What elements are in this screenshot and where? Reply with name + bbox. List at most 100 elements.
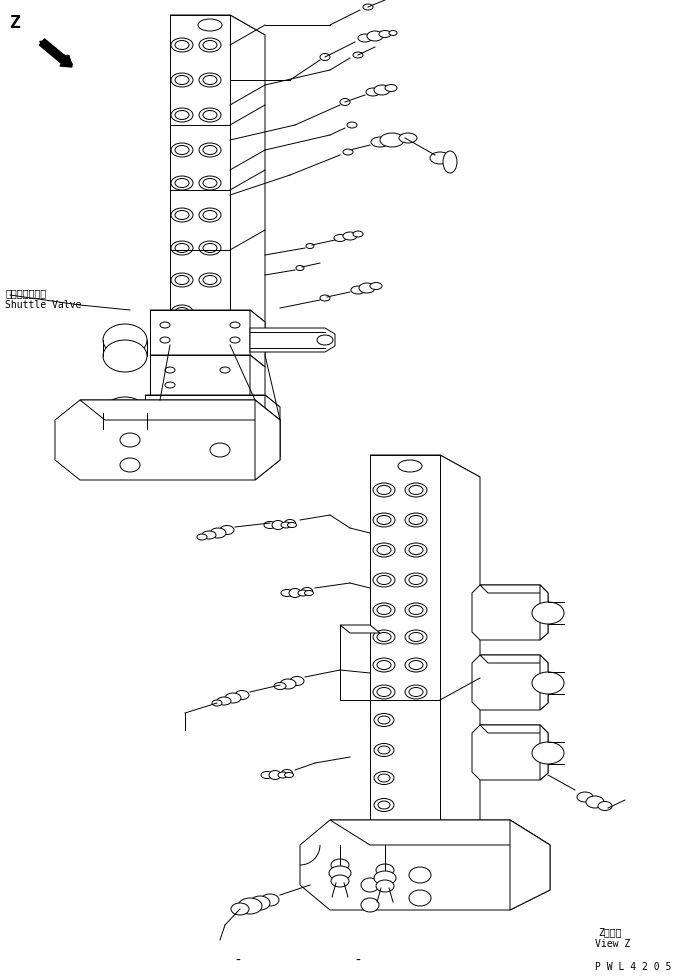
- Polygon shape: [340, 625, 380, 633]
- Ellipse shape: [298, 590, 308, 596]
- Polygon shape: [480, 655, 548, 663]
- Ellipse shape: [171, 143, 193, 157]
- Ellipse shape: [577, 792, 593, 802]
- Polygon shape: [230, 15, 265, 355]
- Polygon shape: [472, 655, 548, 710]
- Ellipse shape: [171, 241, 193, 255]
- Ellipse shape: [175, 243, 189, 252]
- Ellipse shape: [409, 660, 423, 669]
- Ellipse shape: [220, 367, 230, 373]
- Ellipse shape: [377, 486, 391, 494]
- Ellipse shape: [586, 796, 604, 808]
- Ellipse shape: [376, 880, 394, 892]
- Ellipse shape: [301, 587, 313, 594]
- Polygon shape: [145, 395, 265, 445]
- Polygon shape: [250, 328, 335, 352]
- FancyArrow shape: [40, 39, 72, 67]
- Ellipse shape: [409, 688, 423, 697]
- Ellipse shape: [175, 146, 189, 154]
- Ellipse shape: [405, 658, 427, 672]
- Ellipse shape: [405, 573, 427, 587]
- Polygon shape: [540, 725, 548, 780]
- Ellipse shape: [175, 210, 189, 220]
- Ellipse shape: [285, 773, 294, 778]
- Ellipse shape: [103, 397, 147, 429]
- Ellipse shape: [378, 774, 390, 782]
- Ellipse shape: [351, 286, 365, 294]
- Ellipse shape: [370, 282, 382, 289]
- Ellipse shape: [250, 896, 270, 910]
- Ellipse shape: [235, 691, 249, 700]
- Ellipse shape: [331, 859, 349, 871]
- Ellipse shape: [290, 676, 304, 686]
- Ellipse shape: [374, 713, 394, 727]
- Ellipse shape: [378, 716, 390, 724]
- Ellipse shape: [171, 273, 193, 287]
- Ellipse shape: [430, 152, 450, 164]
- Text: Z: Z: [10, 14, 21, 32]
- Ellipse shape: [376, 864, 394, 876]
- Polygon shape: [150, 310, 250, 355]
- Ellipse shape: [329, 866, 351, 880]
- Ellipse shape: [203, 243, 217, 252]
- Polygon shape: [330, 820, 550, 845]
- Ellipse shape: [361, 898, 379, 912]
- Ellipse shape: [199, 176, 221, 190]
- Ellipse shape: [197, 534, 207, 540]
- Ellipse shape: [199, 241, 221, 255]
- Ellipse shape: [217, 697, 231, 705]
- Ellipse shape: [347, 122, 357, 128]
- Ellipse shape: [374, 871, 396, 885]
- Ellipse shape: [405, 483, 427, 497]
- Ellipse shape: [598, 801, 612, 811]
- Ellipse shape: [203, 179, 217, 188]
- Ellipse shape: [405, 543, 427, 557]
- Ellipse shape: [171, 73, 193, 87]
- Ellipse shape: [373, 658, 395, 672]
- Ellipse shape: [202, 531, 216, 539]
- Ellipse shape: [405, 513, 427, 527]
- Ellipse shape: [203, 146, 217, 154]
- Ellipse shape: [210, 443, 230, 457]
- Ellipse shape: [340, 99, 350, 106]
- Ellipse shape: [220, 526, 234, 534]
- Polygon shape: [150, 355, 265, 367]
- Text: -: -: [235, 954, 240, 968]
- Polygon shape: [80, 400, 280, 420]
- Ellipse shape: [409, 486, 423, 494]
- Ellipse shape: [377, 688, 391, 697]
- Ellipse shape: [385, 84, 397, 92]
- Ellipse shape: [281, 589, 293, 597]
- Polygon shape: [472, 725, 548, 780]
- Polygon shape: [55, 400, 280, 480]
- Ellipse shape: [269, 771, 281, 780]
- Ellipse shape: [171, 38, 193, 52]
- Ellipse shape: [532, 672, 564, 694]
- Ellipse shape: [203, 210, 217, 220]
- Ellipse shape: [353, 52, 363, 58]
- Ellipse shape: [374, 743, 394, 756]
- Ellipse shape: [199, 38, 221, 52]
- Text: Z　　視: Z 視: [598, 927, 622, 937]
- Polygon shape: [145, 395, 280, 407]
- Ellipse shape: [320, 54, 330, 61]
- Ellipse shape: [377, 545, 391, 555]
- Ellipse shape: [175, 308, 189, 317]
- Ellipse shape: [281, 770, 292, 777]
- Ellipse shape: [377, 516, 391, 525]
- Ellipse shape: [171, 176, 193, 190]
- Ellipse shape: [103, 324, 147, 356]
- Ellipse shape: [409, 890, 431, 906]
- Ellipse shape: [409, 606, 423, 615]
- Ellipse shape: [230, 322, 240, 328]
- Text: View Z: View Z: [595, 939, 631, 949]
- Polygon shape: [472, 585, 548, 640]
- Ellipse shape: [165, 382, 175, 388]
- Ellipse shape: [373, 603, 395, 617]
- Ellipse shape: [367, 31, 383, 41]
- Ellipse shape: [175, 179, 189, 188]
- Ellipse shape: [199, 273, 221, 287]
- Polygon shape: [340, 625, 370, 700]
- Ellipse shape: [231, 903, 249, 915]
- Ellipse shape: [409, 516, 423, 525]
